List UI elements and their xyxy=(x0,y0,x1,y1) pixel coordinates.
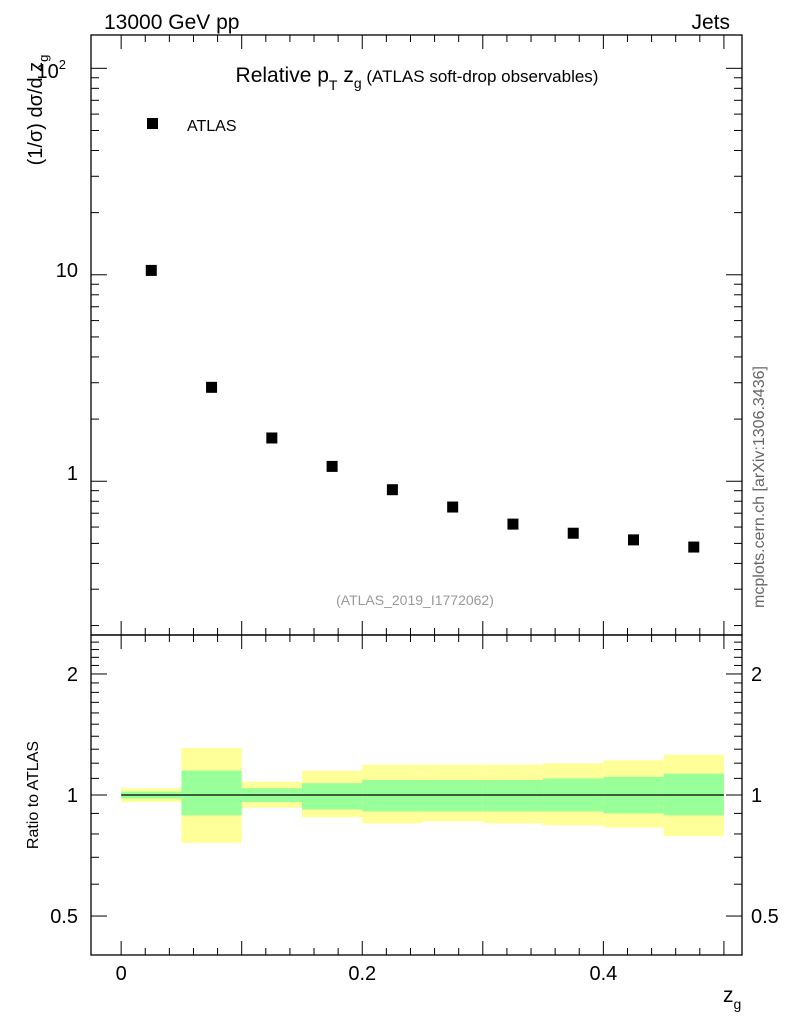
main-data-points xyxy=(145,264,700,553)
data-point xyxy=(145,264,157,276)
ytick-100-exp: 2 xyxy=(59,57,66,72)
ratio-xlabel-text: z xyxy=(723,984,734,1007)
data-point xyxy=(206,381,218,393)
main-ylabel-sub: g xyxy=(36,55,51,62)
ratio-band-inner xyxy=(301,783,363,810)
ratio-xlabel-sub: g xyxy=(734,996,742,1012)
ratio-ytick-label-left: 0.5 xyxy=(50,906,78,928)
title-main: Relative p xyxy=(236,64,329,87)
title-rest: (ATLAS soft-drop observables) xyxy=(362,67,599,86)
legend-label-atlas: ATLAS xyxy=(187,118,237,135)
ytick-label-1: 1 xyxy=(67,463,78,485)
ratio-tick-labels: 0.5 0.5 1 1 2 2 0 0.2 0.4 xyxy=(50,664,779,985)
main-title: Relative pT zg (ATLAS soft-drop observab… xyxy=(236,64,599,93)
ratio-ytick-label-left: 2 xyxy=(67,664,78,686)
ytick-label-100: 102 xyxy=(37,57,66,83)
data-point xyxy=(447,501,459,513)
ratio-xtick-label: 0 xyxy=(116,963,127,985)
ratio-xtick-label: 0.4 xyxy=(589,963,617,985)
ytick-label-10: 10 xyxy=(56,260,78,282)
ratio-ytick-label-right: 2 xyxy=(751,664,762,686)
ratio-xtick-label: 0.2 xyxy=(348,963,376,985)
data-point xyxy=(266,432,278,444)
ratio-band-inner xyxy=(422,779,483,812)
main-axis-ticks xyxy=(91,35,742,635)
data-point xyxy=(507,518,519,530)
ytick-100-base: 10 xyxy=(37,61,59,83)
title-sub-g: g xyxy=(354,75,362,91)
ratio-band-inner xyxy=(362,779,423,812)
main-ylabel-text: (1/σ) dσ/d z xyxy=(25,62,47,166)
title-z: z xyxy=(337,64,353,87)
data-point xyxy=(688,541,700,553)
data-point xyxy=(628,534,639,546)
ratio-band-inner xyxy=(482,779,544,812)
energy-label: 13000 GeV pp xyxy=(104,11,239,34)
ratio-ytick-label-right: 1 xyxy=(751,785,762,807)
ratio-ylabel: Ratio to ATLAS xyxy=(25,741,42,849)
data-point xyxy=(567,527,579,539)
ratio-xlabel: zg xyxy=(723,984,741,1012)
data-point xyxy=(386,484,398,496)
main-ylabel: (1/σ) dσ/d zg xyxy=(25,55,51,166)
title-sub-T: T xyxy=(329,77,338,93)
legend-marker-atlas xyxy=(147,118,158,129)
ratio-panel: 0.5 0.5 1 1 2 2 0 0.2 0.4 Ratio to ATLAS zg xyxy=(25,634,779,1012)
analysis-id: (ATLAS_2019_I1772062) xyxy=(336,592,494,608)
ratio-ytick-label-left: 1 xyxy=(67,785,78,807)
process-label: Jets xyxy=(691,11,730,34)
data-point xyxy=(326,460,338,472)
ratio-band-inner xyxy=(181,770,242,816)
ratio-axis-ticks xyxy=(91,635,742,956)
ratio-ytick-label-right: 0.5 xyxy=(751,906,779,928)
watermark: mcplots.cern.ch [arXiv:1306.3436] xyxy=(751,366,768,608)
main-panel: Relative pT zg (ATLAS soft-drop observab… xyxy=(25,34,743,636)
